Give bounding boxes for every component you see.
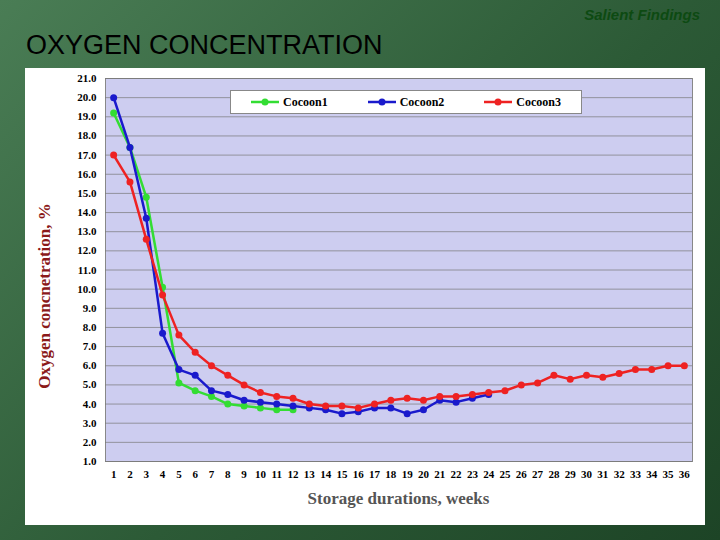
svg-text:1: 1 [111, 468, 117, 480]
html-text:OXYGEN CONCENTRATION: OXYGEN CONCENTRATION [26, 30, 383, 60]
svg-text:26: 26 [516, 468, 528, 480]
svg-text:20.0: 20.0 [77, 91, 97, 103]
svg-text:28: 28 [548, 468, 560, 480]
svg-text:15.0: 15.0 [77, 187, 97, 199]
svg-text:11.0: 11.0 [78, 264, 97, 276]
svg-text:10: 10 [255, 468, 267, 480]
svg-text:7.0: 7.0 [83, 340, 97, 352]
svg-text:3: 3 [144, 468, 150, 480]
svg-text:17: 17 [369, 468, 381, 480]
html-text:Cocoon3: Cocoon3 [516, 94, 561, 109]
svg-text:10.0: 10.0 [77, 283, 97, 295]
svg-text:35: 35 [663, 468, 675, 480]
svg-text:21.0: 21.0 [77, 72, 97, 84]
svg-text:3.0: 3.0 [83, 417, 97, 429]
svg-text:7: 7 [209, 468, 215, 480]
svg-text:18.0: 18.0 [77, 129, 97, 141]
html-text:Oxygen concnetration, %: Oxygen concnetration, % [35, 203, 54, 389]
svg-text:36: 36 [679, 468, 691, 480]
svg-text:16: 16 [353, 468, 365, 480]
svg-text:8: 8 [225, 468, 231, 480]
svg-text:6: 6 [192, 468, 198, 480]
svg-text:12.0: 12.0 [77, 244, 97, 256]
svg-text:25: 25 [499, 468, 511, 480]
svg-text:29: 29 [565, 468, 577, 480]
svg-text:13.0: 13.0 [77, 225, 97, 237]
svg-text:18: 18 [385, 468, 397, 480]
svg-text:27: 27 [532, 468, 544, 480]
svg-text:2: 2 [127, 468, 133, 480]
svg-text:12: 12 [288, 468, 300, 480]
svg-text:31: 31 [597, 468, 608, 480]
svg-text:1.0: 1.0 [83, 455, 97, 467]
svg-text:14.0: 14.0 [77, 206, 97, 218]
svg-text:19: 19 [402, 468, 414, 480]
svg-text:13: 13 [304, 468, 316, 480]
html-text:Cocoon2: Cocoon2 [399, 94, 445, 109]
svg-text:11: 11 [272, 468, 282, 480]
svg-text:5: 5 [176, 468, 182, 480]
svg-text:33: 33 [630, 468, 642, 480]
svg-text:14: 14 [320, 468, 332, 480]
svg-text:4.0: 4.0 [83, 398, 97, 410]
svg-text:6.0: 6.0 [83, 359, 97, 371]
svg-text:20: 20 [418, 468, 430, 480]
svg-text:22: 22 [451, 468, 463, 480]
svg-text:23: 23 [467, 468, 479, 480]
svg-text:9.0: 9.0 [83, 302, 97, 314]
html-text:Storage durations, weeks: Storage durations, weeks [307, 489, 490, 508]
svg-text:9: 9 [241, 468, 247, 480]
svg-text:2.0: 2.0 [83, 436, 97, 448]
html-text:Cocoon1: Cocoon1 [283, 94, 328, 109]
html-text:Salient Findings: Salient Findings [584, 6, 700, 23]
svg-text:19.0: 19.0 [77, 110, 97, 122]
svg-text:24: 24 [483, 468, 495, 480]
svg-text:17.0: 17.0 [77, 149, 97, 161]
svg-text:34: 34 [646, 468, 658, 480]
svg-text:32: 32 [614, 468, 626, 480]
svg-text:21: 21 [434, 468, 445, 480]
svg-text:4: 4 [160, 468, 166, 480]
svg-text:8.0: 8.0 [83, 321, 97, 333]
svg-text:5.0: 5.0 [83, 378, 97, 390]
svg-text:16.0: 16.0 [77, 168, 97, 180]
svg-text:15: 15 [336, 468, 348, 480]
svg-text:30: 30 [581, 468, 593, 480]
